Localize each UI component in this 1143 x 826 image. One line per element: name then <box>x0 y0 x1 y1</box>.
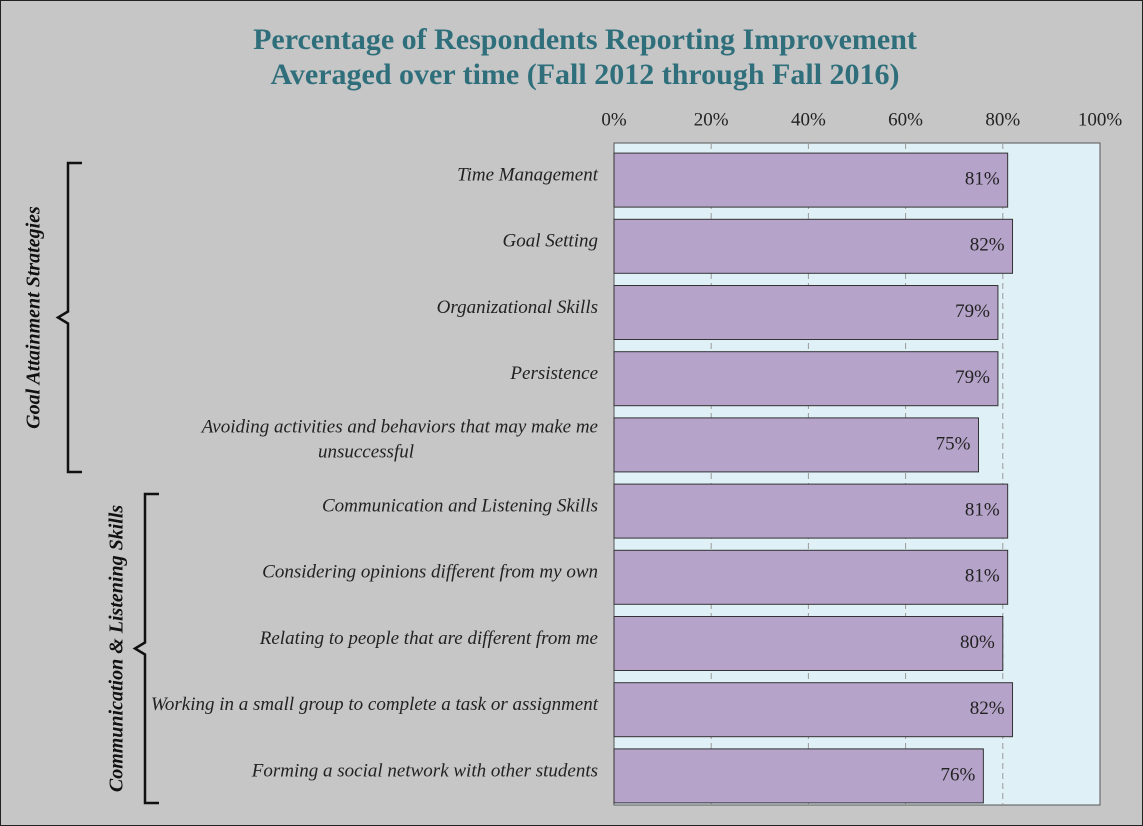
group-label: Goal Attainment Strategies <box>23 206 45 429</box>
y-tick-label: Time Management <box>457 164 599 185</box>
data-label: 81% <box>965 566 1000 587</box>
chart-subtitle: Averaged over time (Fall 2012 through Fa… <box>270 58 899 91</box>
data-label: 79% <box>955 301 990 322</box>
x-tick-label: 20% <box>694 109 729 130</box>
bar <box>613 218 1014 274</box>
y-tick-label: Avoiding activities and behaviors that m… <box>200 417 598 463</box>
y-tick-label: Persistence <box>509 363 598 384</box>
y-tick-label: Forming a social network with other stud… <box>251 760 598 781</box>
bar <box>613 351 999 407</box>
x-tick-label: 80% <box>985 109 1020 130</box>
y-tick-label: Relating to people that are different fr… <box>259 628 598 649</box>
y-tick-label: Organizational Skills <box>437 297 598 318</box>
data-label: 76% <box>941 764 976 785</box>
y-tick-label: Considering opinions different from my o… <box>262 562 598 583</box>
data-label: 80% <box>960 632 995 653</box>
data-label: 81% <box>965 499 1000 520</box>
y-tick-label: Goal Setting <box>502 231 598 252</box>
bar <box>613 549 1009 605</box>
data-label: 82% <box>970 698 1005 719</box>
chart-title: Percentage of Respondents Reporting Impr… <box>253 23 917 56</box>
y-tick-label: Working in a small group to complete a t… <box>151 694 599 715</box>
bar <box>613 748 984 804</box>
data-label: 82% <box>970 235 1005 256</box>
bar <box>613 483 1009 539</box>
bar <box>613 616 1004 671</box>
group-label: Communication & Listening Skills <box>106 505 128 793</box>
data-label: 81% <box>965 168 1000 189</box>
data-label: 79% <box>955 367 990 388</box>
bar <box>613 285 999 340</box>
data-label: 75% <box>936 433 971 454</box>
x-tick-label: 100% <box>1078 109 1123 130</box>
x-tick-label: 40% <box>791 109 826 130</box>
bar <box>613 682 1014 738</box>
group-bracket <box>132 492 159 805</box>
group-bracket <box>55 161 82 474</box>
x-tick-label: 0% <box>601 109 627 130</box>
y-tick-label: Communication and Listening Skills <box>322 495 598 516</box>
bar <box>613 152 1009 208</box>
x-tick-label: 60% <box>888 109 923 130</box>
bar <box>613 417 979 473</box>
